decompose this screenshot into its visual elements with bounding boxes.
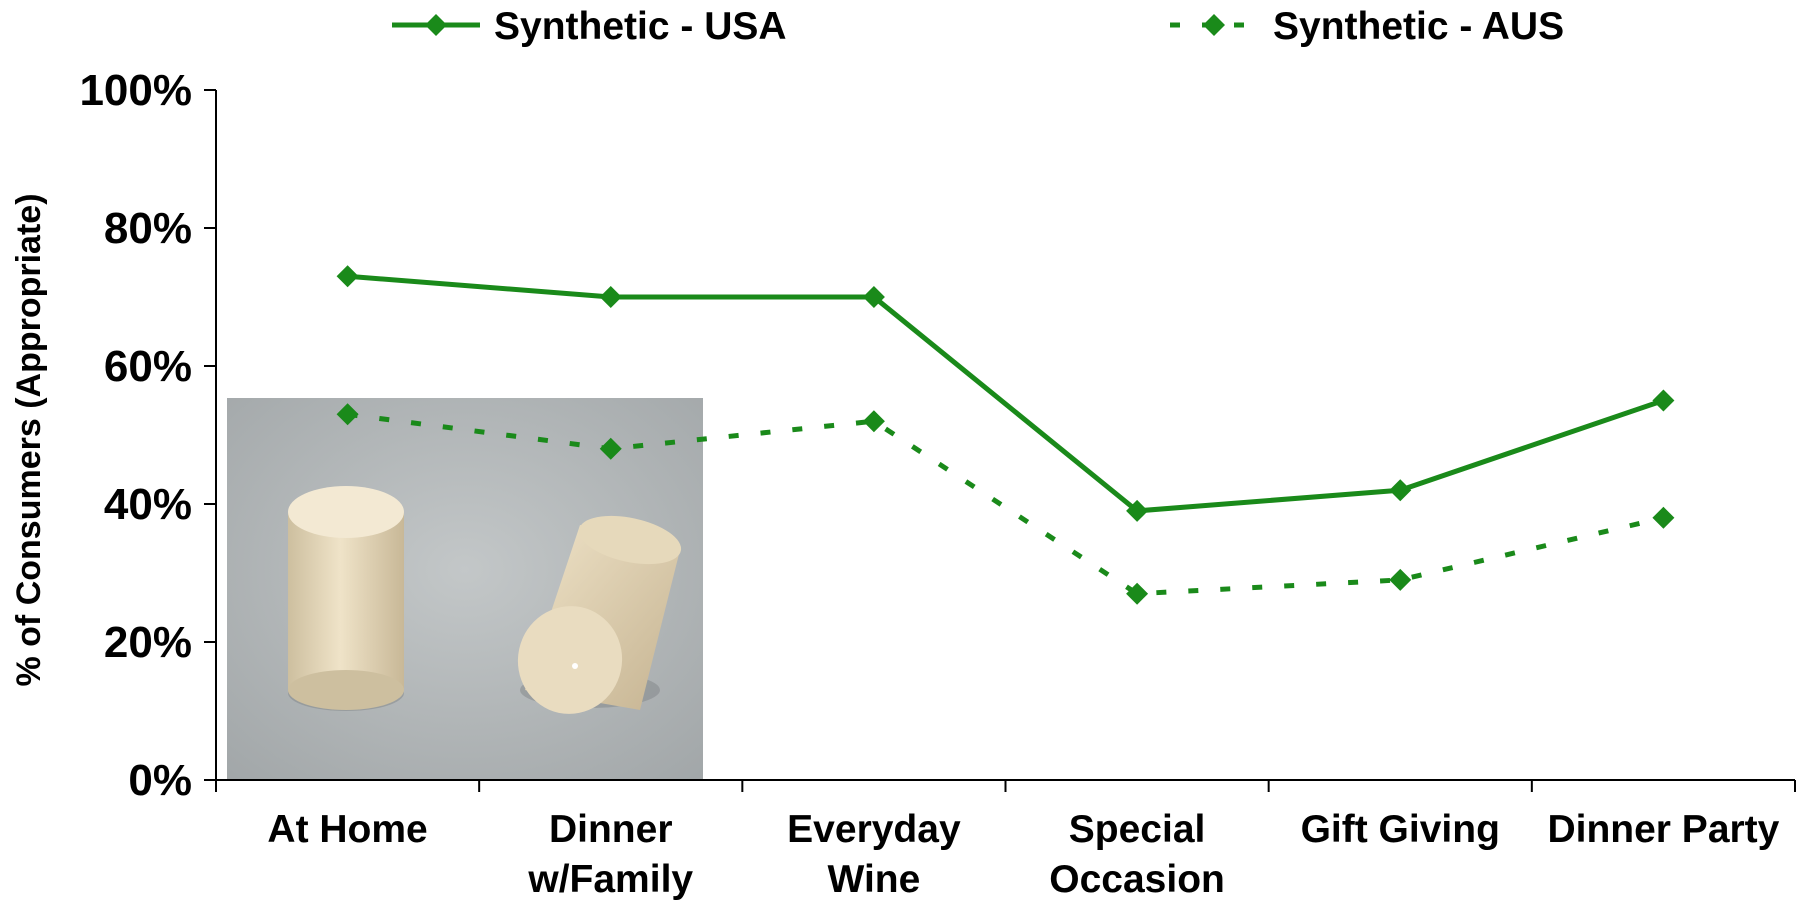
y-axis-title: % of Consumers (Appropriate) [10,193,48,686]
series-2-point [1389,568,1412,591]
y-tick-label: 0% [128,756,192,805]
y-tick-label: 100% [79,66,192,115]
series-2-point [862,410,885,433]
y-tick-label: 80% [104,204,192,253]
y-tick-label: 60% [104,342,192,391]
y-tick-label: 40% [104,480,192,529]
series-1-point [599,286,622,308]
x-category-label: Special Occasion [1049,808,1225,900]
series-2-point [599,437,622,460]
legend-marker-2 [1203,14,1225,36]
series-1-point [1652,389,1675,412]
series-2-point [1652,506,1675,529]
x-category-label: Dinner Party [1547,808,1779,851]
x-category-label: At Home [267,808,427,851]
x-category-label: Dinner w/Family [527,808,693,900]
series-2-point [1126,582,1149,605]
legend-marker-1 [425,14,447,36]
series-2-point [336,403,359,426]
series-1-point [862,286,885,308]
series-1-point [1389,479,1412,502]
series-line-2 [347,411,1664,597]
y-tick-label: 20% [104,618,192,667]
x-category-label: Gift Giving [1301,808,1500,851]
series-line-1 [347,273,1665,514]
series-1-point [336,265,359,288]
legend-label-2: Synthetic - AUS [1273,5,1564,48]
series-1-point [1126,499,1149,522]
x-category-label: Everyday Wine [787,808,961,900]
synthetic-cork-photo-icon [227,398,703,779]
legend-label-1: Synthetic - USA [494,5,787,48]
